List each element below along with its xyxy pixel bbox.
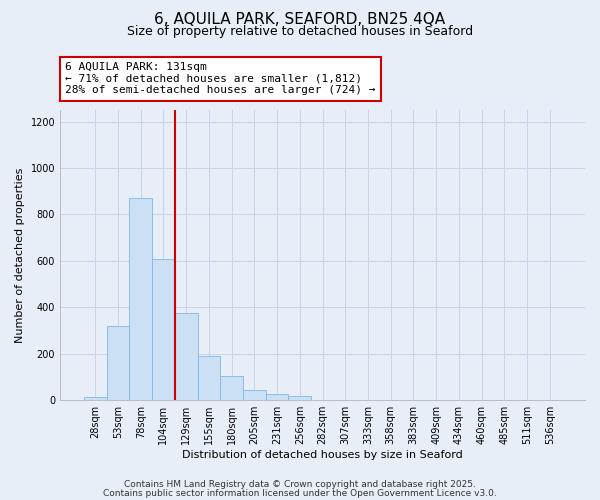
Bar (107, 326, 130, 400)
Text: Contains HM Land Registry data © Crown copyright and database right 2025.: Contains HM Land Registry data © Crown c… (124, 480, 476, 489)
Bar (220, 376, 243, 400)
X-axis label: Distribution of detached houses by size in Seaford: Distribution of detached houses by size … (182, 450, 463, 460)
Bar (84, 396, 107, 400)
Text: Contains public sector information licensed under the Open Government Licence v3: Contains public sector information licen… (103, 489, 497, 498)
Y-axis label: Number of detached properties: Number of detached properties (15, 168, 25, 343)
Bar (152, 258, 175, 400)
Bar (175, 313, 197, 400)
Bar (266, 394, 289, 400)
Bar (289, 396, 311, 400)
Bar (130, 198, 152, 400)
Text: 6, AQUILA PARK, SEAFORD, BN25 4QA: 6, AQUILA PARK, SEAFORD, BN25 4QA (154, 12, 446, 28)
Bar (243, 390, 266, 400)
Text: 6 AQUILA PARK: 131sqm
← 71% of detached houses are smaller (1,812)
28% of semi-d: 6 AQUILA PARK: 131sqm ← 71% of detached … (65, 62, 376, 96)
Text: Size of property relative to detached houses in Seaford: Size of property relative to detached ho… (127, 25, 473, 38)
Bar (197, 356, 220, 400)
